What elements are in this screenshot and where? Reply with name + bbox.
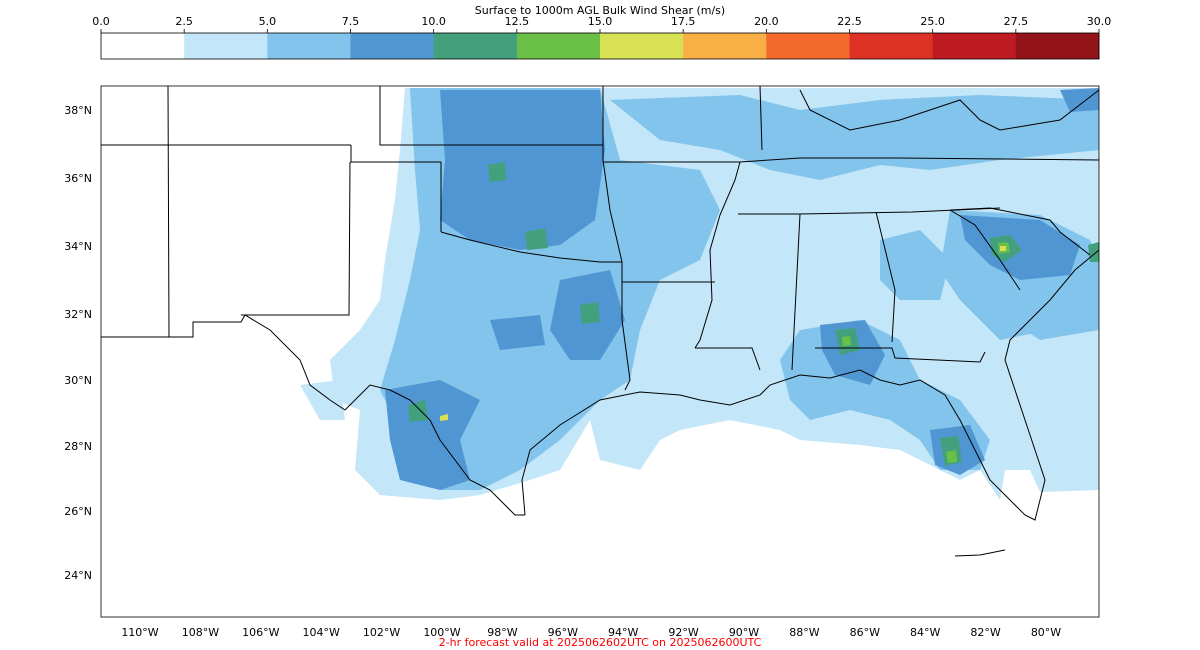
colorbar-tick-label: 5.0	[259, 15, 277, 28]
colorbar-tick-label: 30.0	[1087, 15, 1112, 28]
border-ok-east	[602, 86, 623, 263]
colorbar-swatch	[267, 33, 351, 59]
longitude-label: 98°W	[487, 626, 517, 639]
latitude-label: 36°N	[64, 172, 92, 185]
border-ky	[739, 157, 1099, 163]
longitude-label: 110°W	[121, 626, 158, 639]
colorbar-swatch	[1015, 33, 1100, 59]
shear-region-medium-atlantic	[1010, 300, 1099, 340]
coast-texas	[521, 249, 1099, 521]
colorbar-tick-label: 15.0	[588, 15, 613, 28]
latitude-label: 38°N	[64, 104, 92, 117]
border-ok-panhandle-top	[379, 86, 603, 146]
longitude-label: 106°W	[242, 626, 279, 639]
shear-region-dark-ks	[440, 90, 605, 250]
border-al-ga	[875, 211, 896, 343]
colorbar-swatch	[600, 33, 684, 59]
border-al-fl	[815, 347, 986, 363]
longitude-label: 92°W	[668, 626, 698, 639]
longitude-label: 94°W	[608, 626, 638, 639]
latitude-label: 28°N	[64, 440, 92, 453]
longitude-label: 104°W	[303, 626, 340, 639]
border-ok-south	[440, 231, 622, 263]
shear-region-teal-7	[525, 228, 548, 250]
longitude-label: 86°W	[850, 626, 880, 639]
longitude-label: 84°W	[910, 626, 940, 639]
longitude-label: 82°W	[970, 626, 1000, 639]
colorbar-tick-label: 17.5	[671, 15, 696, 28]
shear-region-green-2	[946, 450, 957, 463]
shear-region-yellow-2	[1000, 246, 1006, 251]
border-ms-al	[791, 213, 801, 371]
colorbar-swatch	[516, 33, 601, 59]
colorbar-swatch	[766, 33, 850, 59]
shear-region-green-3	[842, 336, 851, 346]
longitude-label: 90°W	[729, 626, 759, 639]
colorbar-swatch	[184, 33, 268, 59]
colorbar-swatch	[849, 33, 934, 59]
colorbar-tick-label: 12.5	[505, 15, 530, 28]
colorbar-swatch	[350, 33, 435, 59]
forecast-valid-footer: 2-hr forecast valid at 2025062602UTC on …	[438, 636, 762, 649]
border-ohio-river	[799, 89, 981, 131]
colorbar-tick-label: 20.0	[754, 15, 779, 28]
latitude-label: 32°N	[64, 308, 92, 321]
border-nm-tx	[350, 145, 441, 163]
colorbar-tick-label: 27.5	[1004, 15, 1029, 28]
latitude-label: 24°N	[64, 569, 92, 582]
border-tx-la	[621, 262, 631, 391]
latitude-labels: 38°N 36°N 34°N 32°N 30°N 28°N 26°N 24°N	[64, 104, 92, 582]
shear-field	[300, 88, 1099, 500]
longitude-label: 102°W	[363, 626, 400, 639]
longitude-label: 96°W	[548, 626, 578, 639]
shear-region-yellow-1	[440, 414, 448, 421]
border-ga-sc	[949, 209, 1021, 291]
border-la-ms	[695, 347, 761, 371]
colorbar-swatch	[932, 33, 1017, 59]
longitude-label: 88°W	[789, 626, 819, 639]
shear-region-light-west	[300, 380, 345, 420]
longitude-label: 80°W	[1031, 626, 1061, 639]
borders	[101, 86, 1099, 557]
longitude-label: 100°W	[423, 626, 460, 639]
colorbar-tick-label: 25.0	[920, 15, 945, 28]
shear-region-light-gulf	[590, 385, 980, 480]
shear-region-medium-ga	[880, 230, 950, 300]
latitude-label: 34°N	[64, 240, 92, 253]
border-il-in	[759, 86, 763, 151]
colorbar-swatch	[683, 33, 767, 59]
map-frame	[100, 85, 1100, 618]
colorbar-tick-label: 10.0	[421, 15, 446, 28]
border-nm-az	[167, 86, 170, 338]
colorbar-swatch	[433, 33, 518, 59]
border-va	[979, 89, 1099, 131]
colorbar-tick-label: 0.0	[92, 15, 110, 28]
longitude-labels: 110°W 108°W 106°W 104°W 102°W 100°W 98°W 96°W 94…	[121, 626, 1061, 639]
border-sc-nc	[949, 207, 1091, 256]
border-mexico	[101, 314, 525, 516]
shear-region-teal-4	[408, 400, 428, 422]
border-nm-east	[241, 161, 351, 316]
colorbar-title: Surface to 1000m AGL Bulk Wind Shear (m/…	[474, 4, 726, 17]
latitude-label: 30°N	[64, 374, 92, 387]
border-mississippi-river	[694, 161, 741, 349]
colorbar-tick-label: 2.5	[175, 15, 193, 28]
latitude-label: 26°N	[64, 505, 92, 518]
colorbar	[100, 32, 1100, 60]
longitude-label: 108°W	[182, 626, 219, 639]
colorbar-tick-label: 22.5	[837, 15, 862, 28]
shear-region-dark-midtx	[490, 315, 545, 350]
shear-region-teal-6	[488, 162, 506, 182]
coast-keys	[954, 549, 1006, 557]
colorbar-tick-label: 7.5	[342, 15, 360, 28]
colorbar-ticks: 0.0 2.5 5.0 7.5 10.0 12.5 15.0 17.5 20.0 22.5 25.0…	[92, 15, 1111, 33]
shear-region-teal-5	[580, 302, 600, 324]
shear-region-dark-ne	[1060, 88, 1099, 112]
colorbar-swatch	[101, 33, 185, 59]
